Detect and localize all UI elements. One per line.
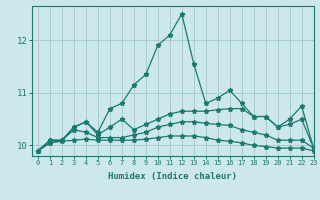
X-axis label: Humidex (Indice chaleur): Humidex (Indice chaleur) <box>108 172 237 181</box>
